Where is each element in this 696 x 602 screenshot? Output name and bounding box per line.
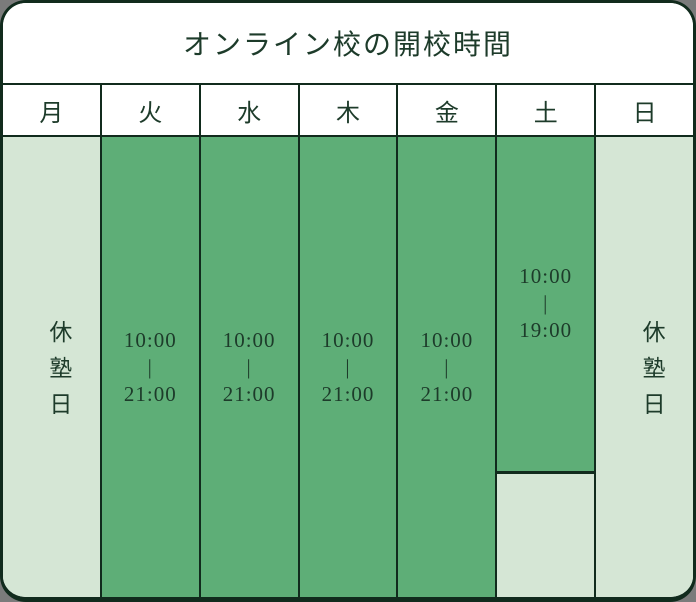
open-end-time: 19:00	[519, 318, 573, 343]
schedule-cell-mon: 休塾日	[3, 137, 102, 597]
schedule-cell-fri: 10:00 | 21:00	[398, 137, 498, 597]
saturday-open-region: 10:00 | 19:00	[497, 137, 595, 474]
open-end-time: 21:00	[420, 381, 474, 406]
open-start-time: 10:00	[420, 327, 474, 352]
page-title: オンライン校の開校時間	[182, 30, 513, 61]
day-header-sat: 土	[497, 85, 597, 135]
open-start-time: 10:00	[222, 327, 276, 352]
day-header-row: 月 火 水 木 金 土 日	[3, 85, 693, 137]
open-end-time: 21:00	[222, 381, 276, 406]
day-header-mon: 月	[3, 85, 102, 135]
open-start-time: 10:00	[123, 327, 177, 352]
open-start-time: 10:00	[519, 264, 573, 289]
title-row: オンライン校の開校時間	[3, 3, 693, 85]
schedule-cell-sat: 10:00 | 19:00	[497, 137, 597, 597]
closed-day-label: 休塾日	[639, 319, 665, 428]
open-start-time: 10:00	[321, 327, 375, 352]
time-separator: |	[147, 354, 153, 379]
schedule-cell-thu: 10:00 | 21:00	[299, 137, 399, 597]
day-header-tue: 火	[102, 85, 201, 135]
day-header-fri: 金	[398, 85, 498, 135]
day-header-thu: 木	[300, 85, 399, 135]
schedule-cell-wed: 10:00 | 21:00	[200, 137, 300, 597]
open-hours: 10:00 | 21:00	[223, 327, 276, 408]
open-hours: 10:00 | 21:00	[420, 327, 473, 408]
open-hours: 10:00 | 21:00	[322, 327, 375, 408]
day-header-wed: 水	[201, 85, 300, 135]
schedule-cell-tue: 10:00 | 21:00	[101, 137, 201, 597]
time-separator: |	[246, 354, 252, 379]
open-end-time: 21:00	[321, 381, 375, 406]
time-separator: |	[345, 354, 351, 379]
day-header-sun: 日	[632, 100, 657, 127]
open-hours: 10:00 | 19:00	[519, 263, 572, 344]
closed-day-label: 休塾日	[45, 319, 71, 428]
open-end-time: 21:00	[123, 381, 177, 406]
time-separator: |	[444, 354, 450, 379]
schedule-body: 休塾日 10:00 | 21:00 10:00 | 21:00 10:00 | …	[3, 137, 693, 597]
schedule-cell-sun: 休塾日	[596, 137, 693, 597]
open-hours: 10:00 | 21:00	[124, 327, 177, 408]
saturday-closed-region	[497, 473, 595, 597]
time-separator: |	[543, 291, 549, 316]
